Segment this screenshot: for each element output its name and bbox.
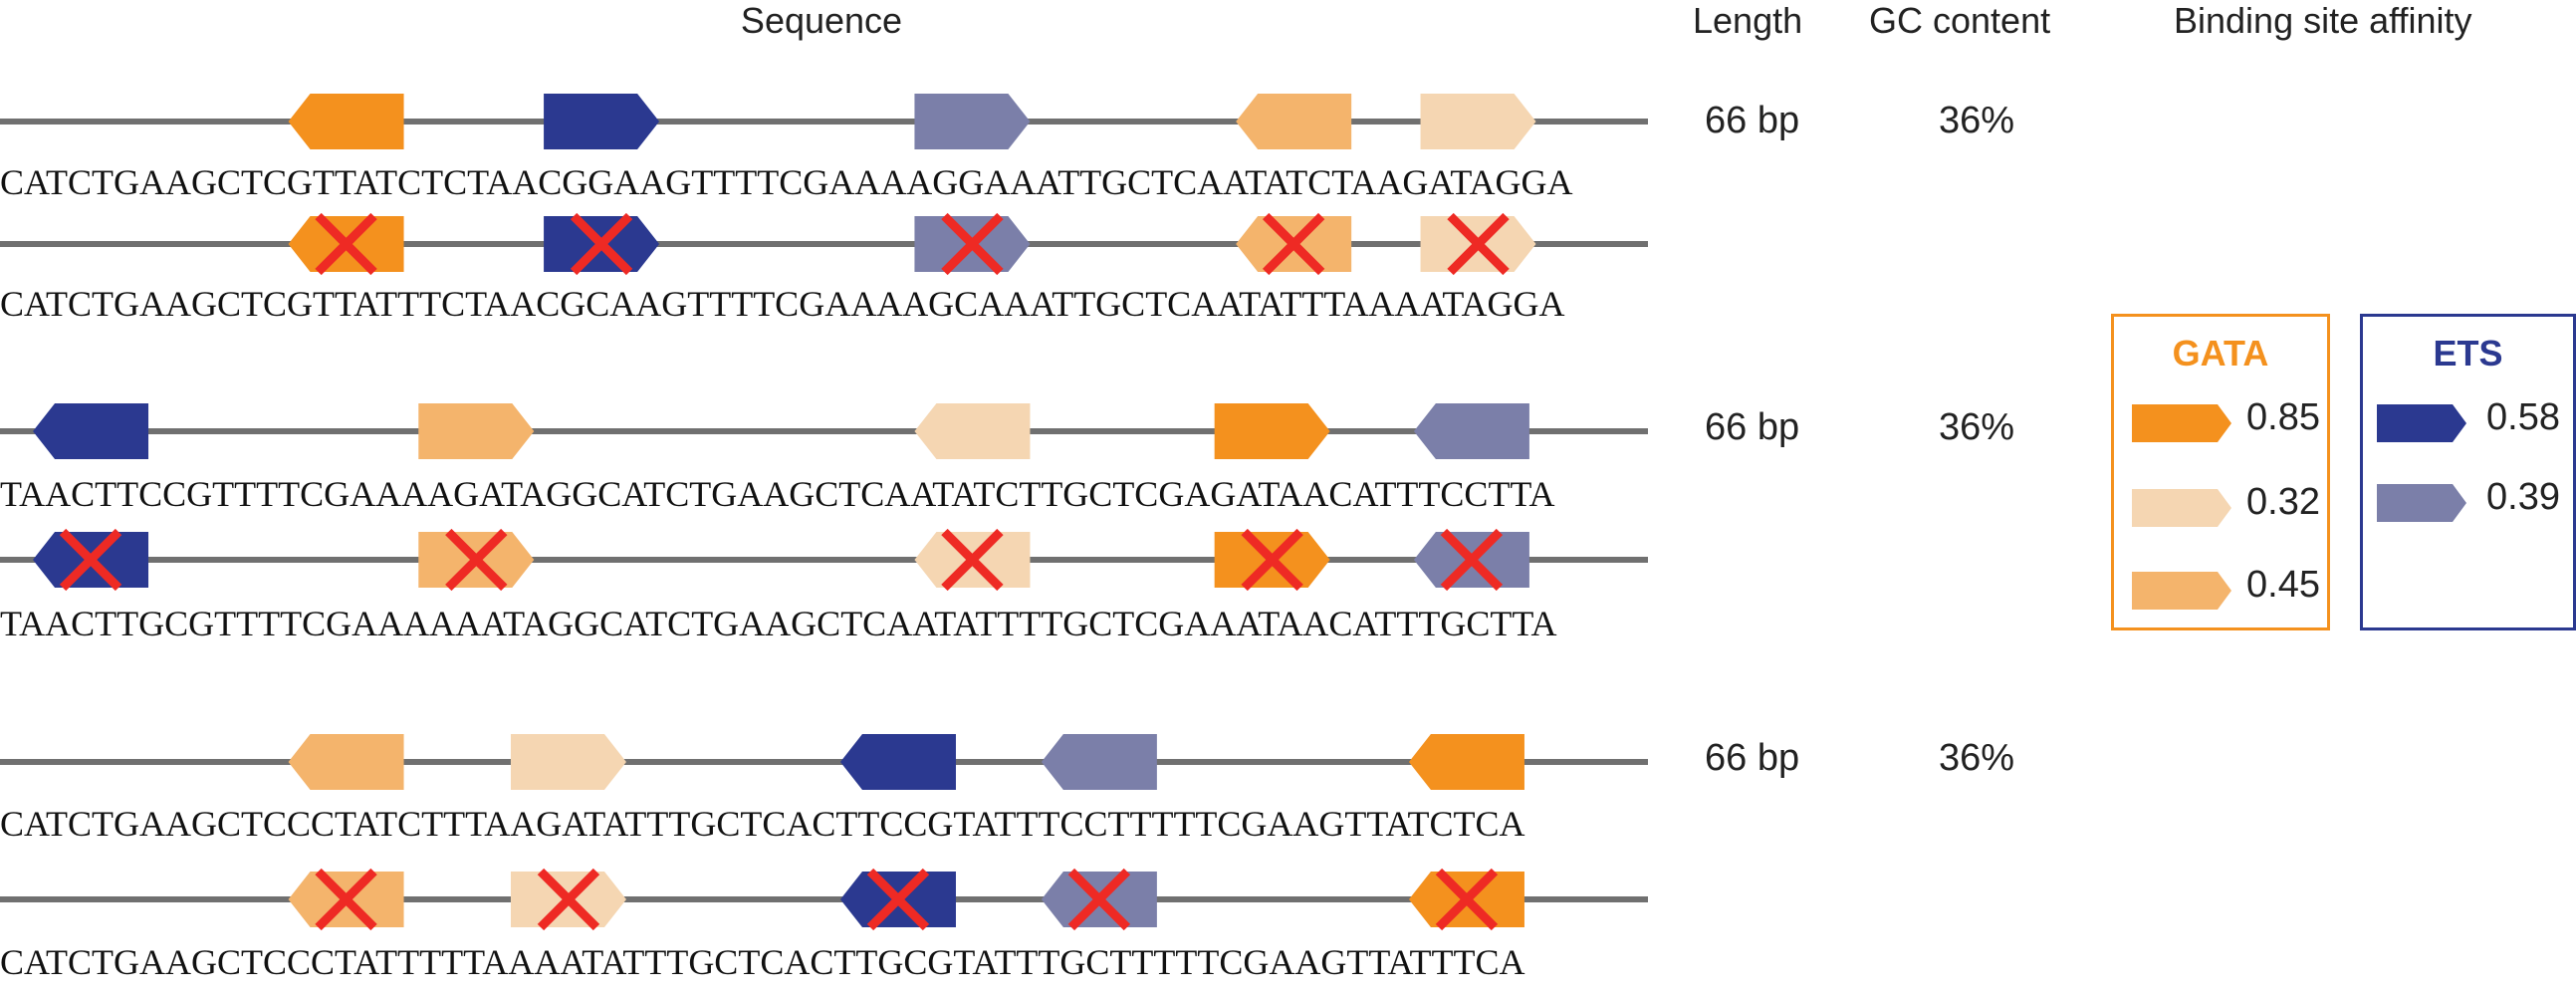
mutation-cross-icon [59,528,122,592]
sequence-text-original: TAACTTCCGTTTTCGAAAAGATAGGCATCTGAAGCTCAAT… [0,474,1555,514]
binding-site-arrow [288,94,404,149]
legend-value: 0.58 [2486,396,2560,438]
binding-site-arrow [914,94,1031,149]
length-value: 66 bp [1705,100,1800,141]
sequence-text-mutated: CATCTGAAGCTCCCTATTTTTAAAATATTTGCTCACTTGC… [0,942,1525,982]
binding-site-arrow [1041,734,1157,790]
length-value: 66 bp [1705,737,1800,779]
header-length: Length [1693,0,1803,41]
mutation-cross-icon [537,868,600,931]
arrow-icon [2377,484,2466,522]
sequence-text-original: CATCTGAAGCTCCCTATCTTTAAGATATTTGCTCACTTCC… [0,804,1525,844]
binding-site-arrow [544,94,660,149]
mutation-cross-icon [1241,528,1303,592]
sequence-text-mutated: CATCTGAAGCTCGTTATTTCTAACGCAAGTTTTCGAAAAG… [0,284,1565,324]
mutation-cross-icon [1262,212,1325,276]
mutation-cross-icon [445,528,508,592]
mutation-cross-icon [1447,212,1510,276]
header-gc-content: GC content [1869,0,2051,41]
binding-site-arrow [914,403,1031,459]
gc-content-value: 36% [1939,406,2015,448]
binding-site-arrow [1236,94,1352,149]
arrow-icon [2132,404,2231,442]
binding-site-arrow [33,403,149,459]
arrow-icon [2132,572,2231,610]
sequence-text-original: CATCTGAAGCTCGTTATCTCTAACGGAAGTTTTCGAAAAG… [0,162,1573,202]
mutation-cross-icon [941,528,1004,592]
mutation-cross-icon [1067,868,1131,931]
binding-site-arrow [839,734,956,790]
legend-ets-title: ETS [2433,333,2503,374]
binding-site-arrow [1408,734,1524,790]
legend-ets: ETS 0.58 0.39 [2360,314,2576,630]
legend-gata-title: GATA [2172,333,2269,374]
legend-value: 0.39 [2486,476,2560,518]
gc-content-value: 36% [1939,100,2015,141]
legend-value: 0.45 [2246,564,2320,606]
mutation-cross-icon [315,868,377,931]
mutation-cross-icon [941,212,1004,276]
binding-site-arrow [1420,94,1536,149]
binding-site-arrow [510,734,626,790]
sequence-text-mutated: TAACTTGCGTTTTCGAAAAAATAGGCATCTGAAGCTCAAT… [0,604,1557,643]
mutation-cross-icon [570,212,633,276]
gc-content-value: 36% [1939,737,2015,779]
length-value: 66 bp [1705,406,1800,448]
header-binding-affinity: Binding site affinity [2174,0,2472,41]
mutation-cross-icon [315,212,377,276]
mutation-cross-icon [1440,528,1504,592]
binding-site-arrow [1214,403,1330,459]
legend-gata: GATA 0.85 0.32 0.45 [2111,314,2330,630]
binding-site-arrow [418,403,535,459]
binding-site-arrow [288,734,404,790]
legend-value: 0.32 [2246,481,2320,523]
legend-value: 0.85 [2246,396,2320,438]
mutation-cross-icon [1435,868,1499,931]
mutation-cross-icon [866,868,930,931]
binding-site-diagram [0,94,1648,931]
header-sequence: Sequence [740,0,903,41]
arrow-icon [2132,489,2231,527]
binding-site-arrow [1413,403,1529,459]
arrow-icon [2377,404,2466,442]
